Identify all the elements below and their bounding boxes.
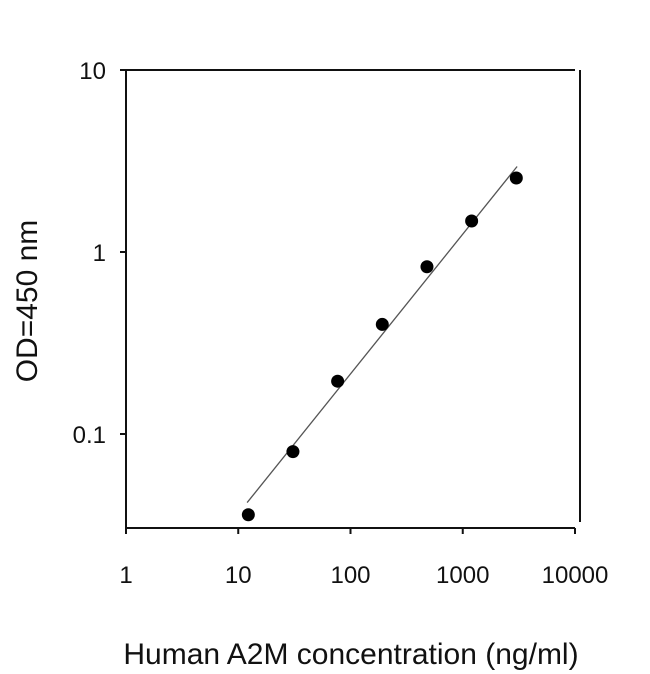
y-tick-label: 1 — [93, 240, 106, 267]
data-point — [420, 260, 434, 274]
data-point — [331, 374, 345, 388]
y-tick-label: 10 — [79, 58, 106, 85]
data-point — [241, 508, 255, 522]
x-axis-title: Human A2M concentration (ng/ml) — [123, 638, 578, 671]
x-tick-label: 1 — [119, 562, 132, 589]
plot-frame — [120, 69, 581, 529]
x-tick-label: 1000 — [436, 562, 489, 589]
x-tick-label: 10000 — [542, 562, 609, 589]
x-tick-label: 10 — [225, 562, 252, 589]
data-point — [375, 317, 389, 331]
x-axis-ticks: 1 10 100 1000 10000 — [119, 528, 608, 589]
data-points — [241, 171, 523, 522]
y-tick-label: 0.1 — [73, 422, 106, 449]
data-point — [286, 445, 300, 459]
y-axis-ticks: 0.1 1 10 — [73, 58, 126, 449]
y-axis-title: OD=450 nm — [11, 220, 44, 383]
data-point — [465, 214, 479, 228]
x-tick-label: 100 — [330, 562, 370, 589]
data-point — [509, 171, 523, 185]
